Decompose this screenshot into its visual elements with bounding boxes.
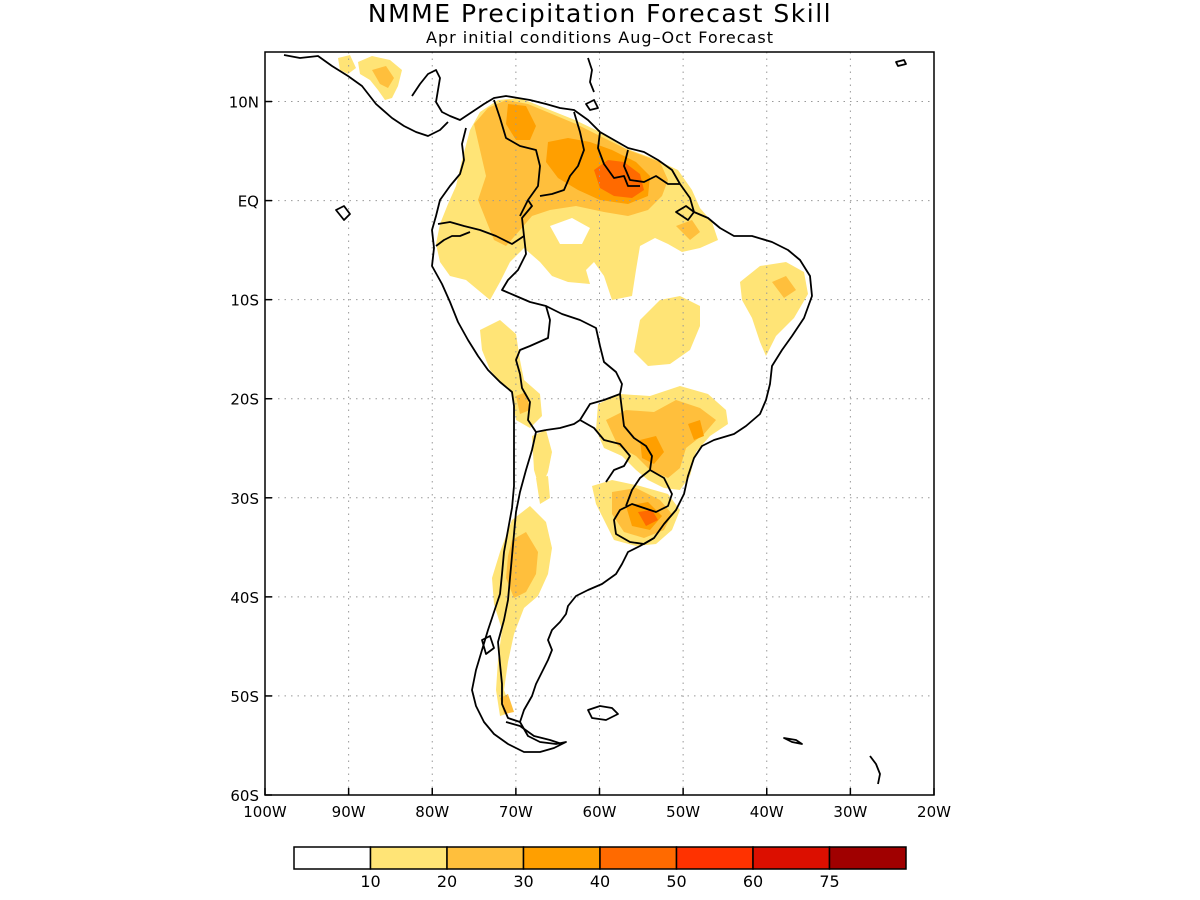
- border-colombia-ecuador-peru: [437, 199, 533, 245]
- y-tick-label: EQ: [238, 193, 259, 211]
- border-chile-argentina: [497, 431, 537, 723]
- map-title: NMME Precipitation Forecast Skill: [367, 0, 833, 28]
- coastline-and-borders: [283, 54, 907, 785]
- island-sandwich: [869, 755, 881, 785]
- island-galapagos: [335, 205, 351, 221]
- x-tick-label: 80W: [415, 803, 449, 821]
- colorbar-swatch: [446, 846, 525, 870]
- skill-region-central-america: [338, 55, 356, 74]
- y-tick-label: 30S: [230, 490, 259, 508]
- colorbar-label: 40: [590, 872, 610, 891]
- skill-region-andes: [536, 476, 550, 504]
- x-tick-label: 60W: [583, 803, 617, 821]
- x-tick-label: 100W: [243, 803, 287, 821]
- skill-region-southeast-brazil: [606, 400, 716, 478]
- longitude-axis: 100W 90W 80W 70W 60W 50W 40W 30W 20W: [243, 788, 951, 821]
- skill-region-andes: [480, 320, 524, 394]
- island-south-georgia: [783, 737, 803, 745]
- island-marajo: [675, 205, 695, 221]
- border-guyana-suriname: [597, 131, 640, 187]
- border-colombia-venezuela: [493, 99, 541, 217]
- skill-region-north: [594, 160, 644, 198]
- border-bolivia-paraguay-argentina: [545, 419, 631, 483]
- skill-region-central-brazil: [634, 296, 700, 366]
- colorbar-swatch: [369, 846, 448, 870]
- colorbar-label: 10: [360, 872, 380, 891]
- x-tick-label: 40W: [750, 803, 784, 821]
- border-ecuador-peru: [435, 231, 471, 247]
- x-tick-label: 50W: [666, 803, 700, 821]
- map-subtitle: Apr initial conditions Aug–Oct Forecast: [426, 28, 774, 47]
- border-bolivia-brazil: [545, 305, 623, 421]
- island-tierra-del-fuego: [505, 721, 563, 745]
- border-paraguay-brazil: [619, 393, 653, 507]
- border-suriname-guiana: [623, 149, 680, 185]
- x-tick-label: 20W: [917, 803, 951, 821]
- colorbar-swatch: [293, 846, 372, 870]
- skill-shading: [338, 55, 808, 716]
- skill-region-uruguay: [638, 510, 658, 526]
- skill-region-southeast-brazil: [640, 436, 664, 464]
- latitude-axis: 10N EQ 10S 20S 30S 40S 50S 60S: [229, 94, 272, 805]
- coordinate-grid: [265, 52, 934, 795]
- skill-region-north: [676, 220, 700, 240]
- coastline-south-america: [431, 127, 813, 753]
- y-tick-label: 20S: [230, 391, 259, 409]
- skill-region-north: [506, 104, 536, 140]
- skill-region-southeast-brazil: [688, 420, 704, 440]
- colorbar-swatch: [522, 846, 601, 870]
- colorbar-swatch: [599, 846, 678, 870]
- colorbar-swatch: [752, 846, 831, 870]
- colorbar-label: 50: [666, 872, 686, 891]
- x-tick-label: 70W: [499, 803, 533, 821]
- island-atlantic: [895, 59, 907, 67]
- y-tick-label: 40S: [230, 589, 259, 607]
- x-tick-label: 30W: [833, 803, 867, 821]
- border-venezuela-guyana: [539, 111, 585, 197]
- colorbar-label: 20: [437, 872, 457, 891]
- colorbar-label: 30: [513, 872, 533, 891]
- colorbar: 10 20 30 40 50 60 75: [293, 846, 907, 891]
- skill-region-north-gap: [550, 218, 590, 244]
- island-chiloe: [481, 635, 495, 655]
- colorbar-swatch: [675, 846, 754, 870]
- colorbar-label: 75: [819, 872, 839, 891]
- skill-region-northeast-brazil: [772, 276, 796, 298]
- colorbar-swatch: [828, 846, 907, 870]
- border-argentina-brazil-uruguay: [613, 469, 673, 545]
- y-tick-label: 10S: [230, 292, 259, 310]
- border-peru-brazil: [501, 235, 551, 375]
- island-lesser-antilles: [587, 57, 595, 93]
- y-tick-label: 10N: [229, 94, 259, 112]
- x-tick-label: 90W: [332, 803, 366, 821]
- border-bolivia-chile: [519, 373, 547, 433]
- skill-region-northeast-brazil: [740, 262, 808, 356]
- y-tick-label: 60S: [230, 787, 259, 805]
- skill-region-central-america: [372, 66, 394, 88]
- skill-region-andes: [532, 430, 552, 490]
- island-trinidad: [585, 99, 599, 111]
- colorbar-label: 60: [743, 872, 763, 891]
- y-tick-label: 50S: [230, 688, 259, 706]
- skill-region-chile: [506, 532, 538, 598]
- coastline-central-america: [283, 54, 449, 137]
- coastline-caribbean: [411, 69, 601, 133]
- island-falklands: [587, 705, 619, 721]
